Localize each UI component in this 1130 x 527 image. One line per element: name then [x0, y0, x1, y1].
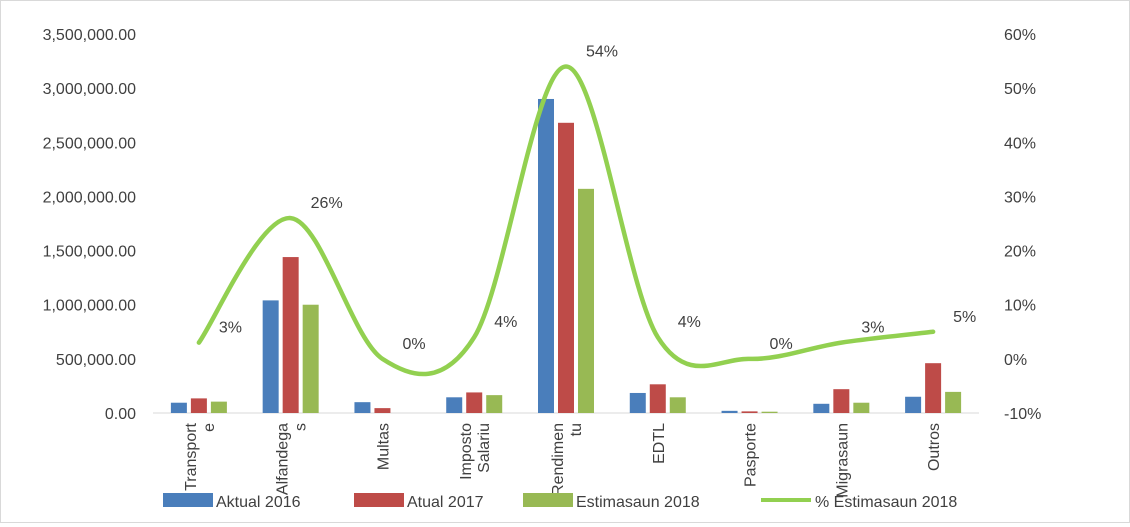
bar-series	[170, 98, 962, 414]
line-data-label: 0%	[402, 336, 425, 353]
bar	[538, 98, 554, 413]
legend-item: Aktual 2016	[163, 493, 301, 511]
legend-label: % Estimasaun 2018	[815, 494, 957, 511]
bar	[669, 397, 686, 413]
bar	[853, 402, 870, 413]
category-labels: Transport e Alfandega s Multas Imposto Salariu…	[183, 422, 943, 497]
category-label-line: Multas	[375, 423, 392, 470]
left-axis-tick-label: 1,500,000.00	[43, 244, 137, 261]
bar	[302, 304, 319, 413]
category-label-line: EDTL	[651, 423, 668, 464]
line-data-labels: 3% 26% 0% 4% 54% 4% 0% 3% 5%	[219, 43, 976, 352]
bar	[558, 122, 574, 414]
left-axis-tick-label: 0.00	[105, 406, 136, 423]
bar	[282, 257, 299, 413]
line-data-label: 0%	[770, 336, 793, 353]
right-axis-tick-label: 40%	[1004, 135, 1036, 152]
legend-label: Aktual 2016	[216, 494, 301, 511]
line-data-label: 3%	[219, 320, 242, 337]
category-label: Pasporte	[743, 423, 760, 487]
category-label: Imposto Salariu	[458, 423, 493, 480]
legend-swatch	[163, 493, 213, 507]
left-axis: 0.00 500,000.00 1,000,000.00 1,500,000.00 2,…	[43, 27, 137, 423]
right-axis-tick-label: 0%	[1004, 352, 1027, 369]
legend-label: Estimasaun 2018	[576, 494, 700, 511]
left-axis-tick-label: 3,500,000.00	[43, 27, 137, 44]
bar	[210, 401, 227, 413]
bar	[578, 188, 594, 413]
line-data-label: 5%	[953, 309, 976, 326]
bar	[761, 411, 778, 413]
category-label: EDTL	[651, 423, 668, 464]
line-data-label: 54%	[586, 43, 618, 60]
right-axis-tick-label: 20%	[1004, 244, 1036, 261]
bar	[925, 363, 942, 413]
category-label-line: s	[293, 423, 310, 431]
category-label-line: Transport	[183, 422, 200, 490]
category-label-line: Outros	[926, 423, 943, 471]
bar	[374, 408, 391, 413]
category-label-line: tu	[568, 423, 585, 436]
bar	[486, 395, 503, 413]
category-label: Migrasaun	[834, 423, 851, 498]
bar	[354, 402, 371, 413]
legend-swatch	[523, 493, 573, 507]
right-axis: -10% 0% 10% 20% 30% 40% 50% 60%	[1004, 27, 1041, 423]
legend-item: Estimasaun 2018	[523, 493, 700, 511]
category-label-line: Salariu	[476, 423, 493, 473]
bar	[262, 300, 279, 413]
line-data-label: 3%	[861, 320, 884, 337]
left-axis-tick-label: 500,000.00	[56, 352, 136, 369]
category-label-line: Rendimen	[550, 423, 567, 496]
right-axis-tick-label: 60%	[1004, 27, 1036, 44]
bar	[466, 392, 483, 413]
left-axis-tick-label: 2,000,000.00	[43, 189, 137, 206]
bar	[649, 384, 666, 413]
right-axis-tick-label: 10%	[1004, 298, 1036, 315]
category-label: Transport e	[183, 422, 218, 490]
line-data-label: 26%	[311, 195, 343, 212]
right-axis-tick-label: -10%	[1004, 406, 1041, 423]
line-series	[196, 64, 936, 377]
bar	[170, 402, 187, 413]
category-label: Outros	[926, 423, 943, 471]
right-axis-tick-label: 30%	[1004, 189, 1036, 206]
line-data-label: 4%	[678, 314, 701, 331]
bar	[833, 389, 850, 413]
bar	[741, 411, 758, 413]
category-label-line: Imposto	[458, 423, 475, 480]
legend: Aktual 2016 Atual 2017 Estimasaun 2018 % Es…	[163, 493, 957, 511]
category-label: Multas	[375, 423, 392, 470]
category-label-line: Pasporte	[743, 423, 760, 487]
left-axis-tick-label: 1,000,000.00	[43, 298, 137, 315]
category-label-line: Migrasaun	[834, 423, 851, 498]
left-axis-tick-label: 2,500,000.00	[43, 135, 137, 152]
bar	[813, 403, 830, 413]
legend-swatch	[354, 493, 404, 507]
bar	[945, 391, 962, 413]
category-label: Alfandega s	[275, 423, 310, 495]
right-axis-tick-label: 50%	[1004, 81, 1036, 98]
bar	[190, 398, 207, 413]
bar	[446, 397, 463, 413]
line-path	[196, 64, 936, 377]
category-label: Rendimen tu	[550, 423, 585, 496]
category-label-line: e	[201, 423, 218, 432]
bar	[905, 396, 922, 413]
bar	[629, 392, 646, 413]
legend-label: Atual 2017	[407, 494, 484, 511]
legend-item: Atual 2017	[354, 493, 484, 511]
line-data-label: 4%	[494, 314, 517, 331]
bar	[721, 410, 738, 413]
category-label-line: Alfandega	[275, 423, 292, 495]
left-axis-tick-label: 3,000,000.00	[43, 81, 137, 98]
legend-item: % Estimasaun 2018	[761, 494, 957, 511]
